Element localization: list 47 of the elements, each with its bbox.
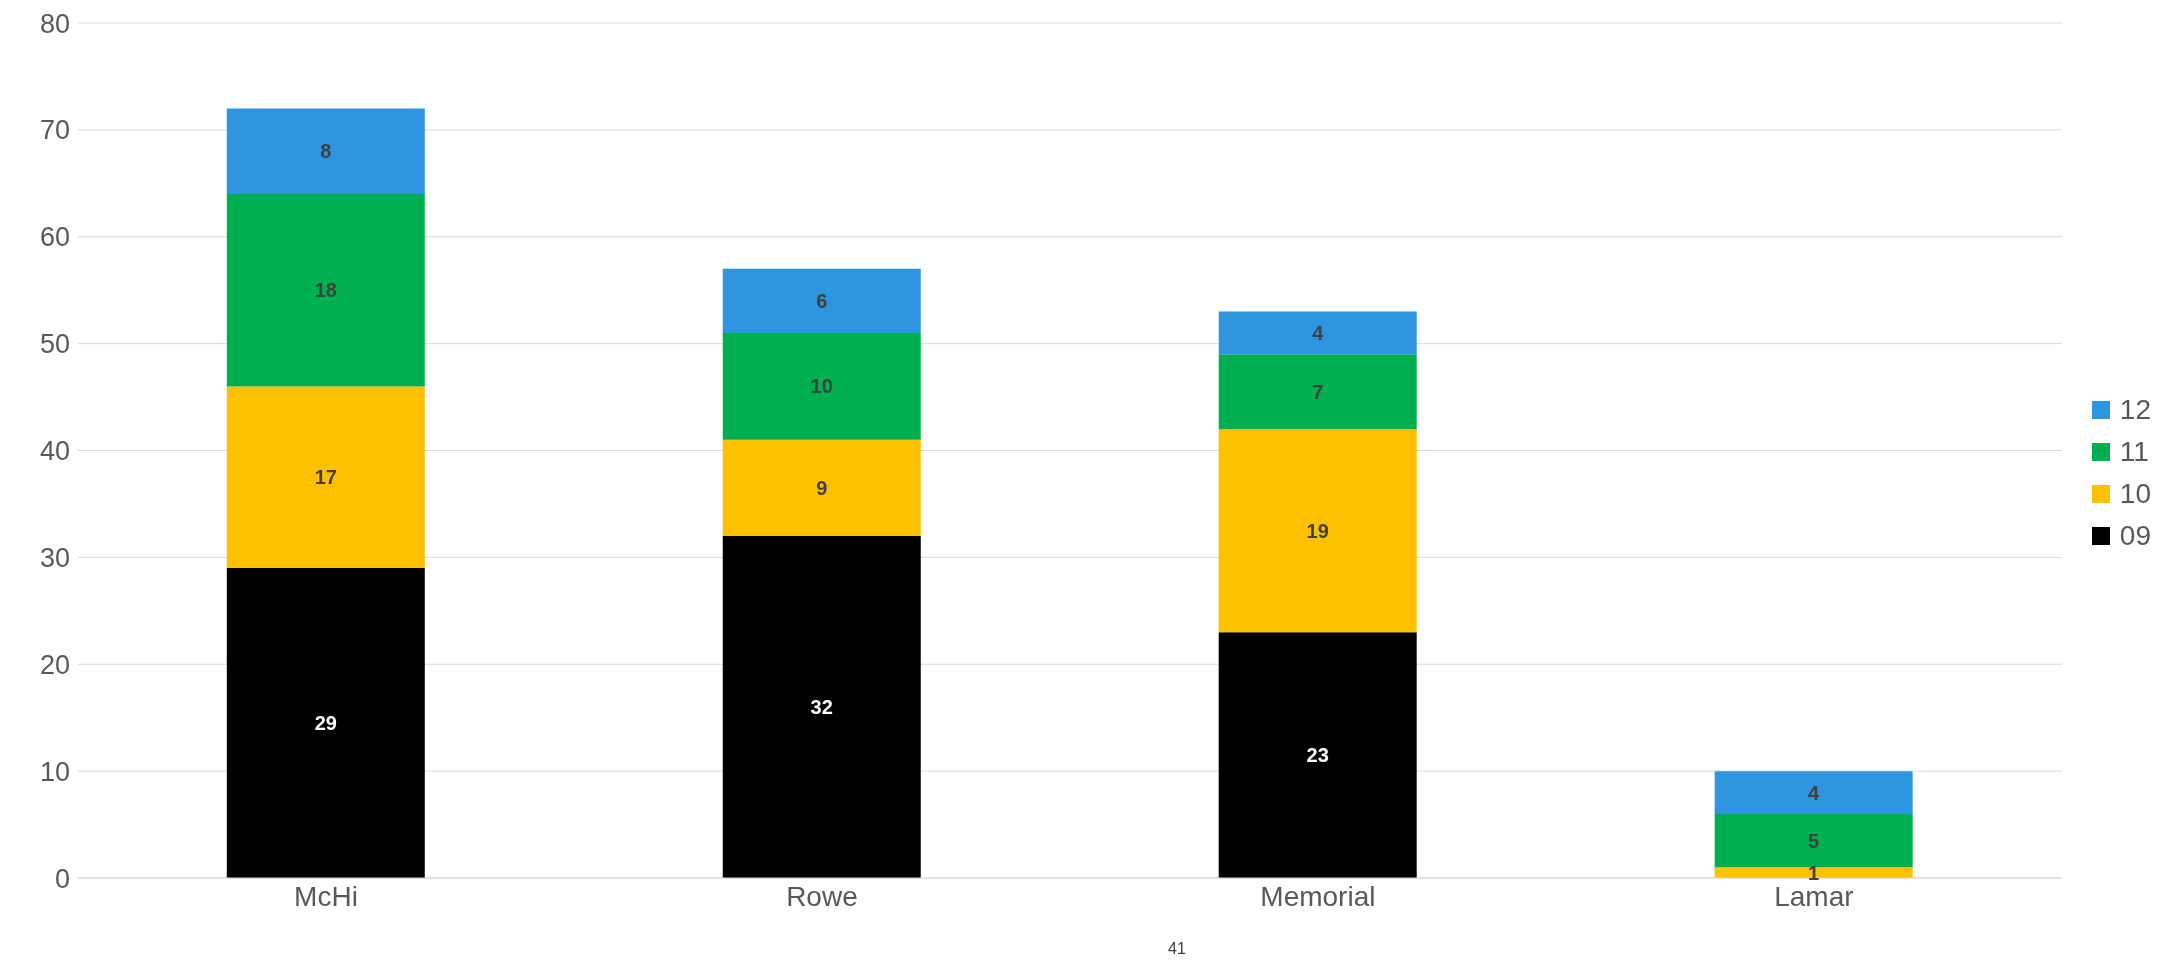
bar — [226, 386, 425, 569]
bar — [226, 194, 425, 387]
data-label: 8 — [320, 140, 332, 163]
data-label: 9 — [816, 477, 828, 500]
y-tick-label: 20 — [39, 649, 70, 680]
bar — [1714, 867, 1913, 878]
legend-label: 10 — [2119, 478, 2151, 510]
bar — [722, 536, 921, 878]
data-label: 5 — [1808, 829, 1820, 852]
y-tick-label: 0 — [54, 863, 70, 894]
y-tick-label: 80 — [39, 8, 70, 39]
bar — [1218, 311, 1417, 355]
bar — [226, 568, 425, 878]
data-label: 23 — [1306, 744, 1329, 767]
x-tick-label: Lamar — [1774, 880, 1854, 912]
data-label: 19 — [1306, 519, 1329, 542]
data-label: 18 — [314, 279, 337, 302]
data-label: 32 — [810, 696, 833, 719]
y-tick-label: 70 — [39, 115, 70, 146]
y-tick-label: 60 — [39, 222, 70, 253]
bar — [1218, 429, 1417, 633]
legend-label: 11 — [2119, 436, 2149, 468]
data-label: 17 — [314, 466, 337, 489]
bar — [722, 332, 921, 440]
x-tick-label: Rowe — [786, 880, 858, 912]
data-label: 6 — [816, 289, 828, 312]
x-tick-label: Memorial — [1260, 880, 1376, 912]
data-label: 29 — [314, 712, 337, 735]
y-tick-label: 10 — [39, 756, 70, 787]
bar — [722, 268, 921, 333]
y-tick-label: 30 — [39, 542, 70, 573]
data-label: 10 — [810, 375, 833, 398]
bar — [1714, 771, 1913, 814]
data-label: 7 — [1312, 380, 1324, 403]
bar — [722, 439, 921, 536]
bar — [1218, 632, 1417, 878]
legend-label: 12 — [2119, 394, 2151, 426]
bar — [226, 108, 425, 194]
data-label: 4 — [1312, 322, 1325, 345]
legend-label: 09 — [2119, 520, 2151, 552]
text: 41 — [1168, 940, 1186, 958]
x-tick-label: McHi — [294, 880, 358, 912]
bar — [1714, 813, 1913, 868]
y-tick-label: 50 — [39, 329, 70, 360]
bar — [1218, 354, 1417, 430]
data-label: 4 — [1808, 781, 1821, 804]
y-tick-label: 40 — [39, 436, 70, 467]
